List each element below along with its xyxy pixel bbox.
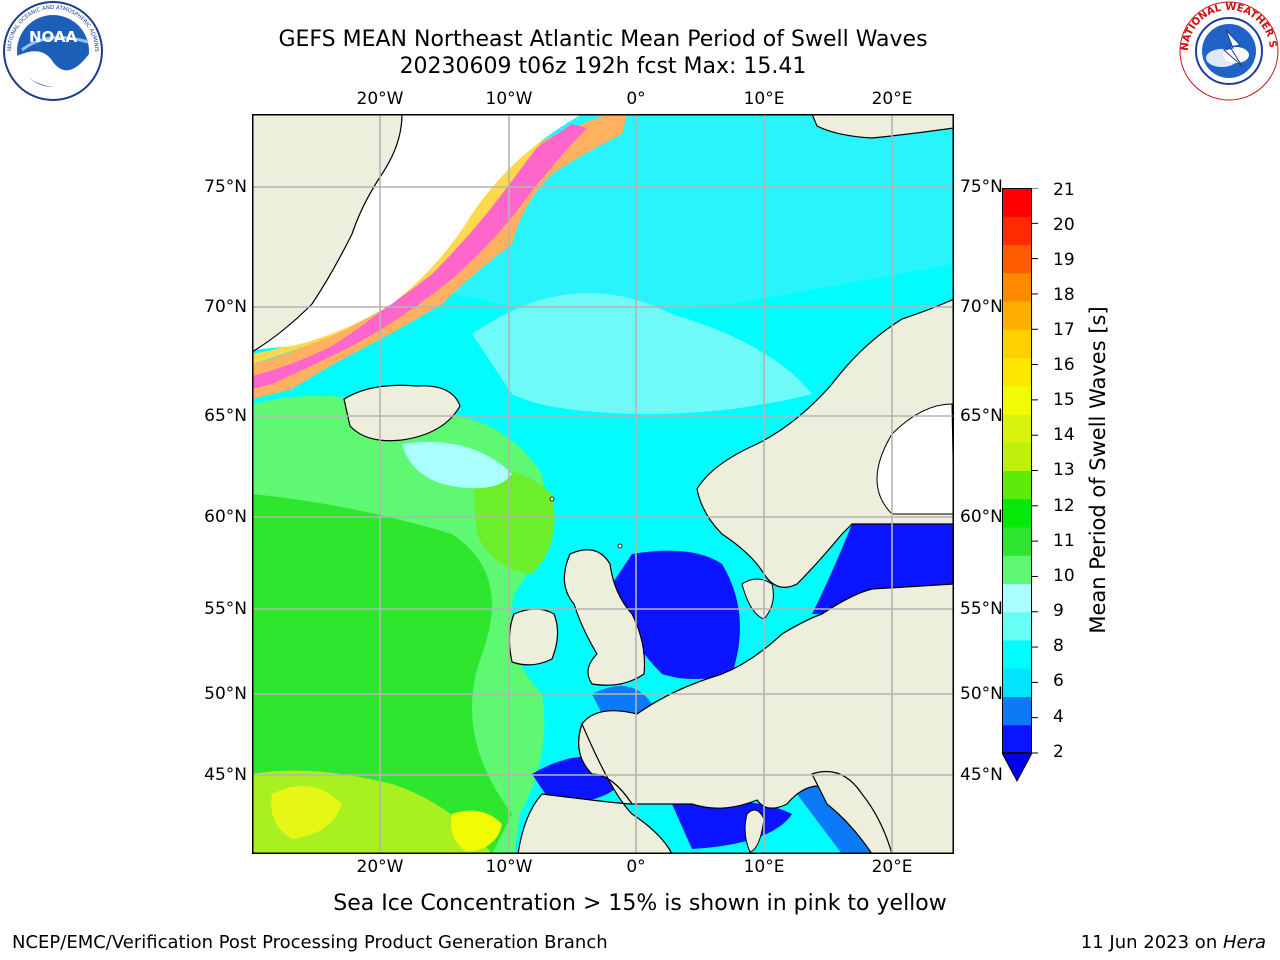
colorbar-tick: 20: [1053, 215, 1075, 235]
colorbar-swatch: [1002, 414, 1032, 443]
colorbar-swatch: [1002, 385, 1032, 415]
colorbar-swatch: [1002, 357, 1032, 387]
colorbar-tick: 18: [1053, 285, 1075, 305]
lon-tick-bottom: 10°W: [485, 857, 533, 877]
colorbar-tick: 16: [1053, 355, 1075, 375]
lon-tick-top: 10°W: [485, 89, 533, 109]
iberia: [517, 722, 673, 854]
colorbar-extend-min: [1001, 752, 1033, 783]
colorbar-swatch: [1002, 216, 1032, 245]
map-panel: [252, 114, 954, 858]
colorbar-tick: 21: [1053, 180, 1075, 200]
lat-tick-left: 55°N: [204, 599, 247, 619]
footer-date-text: 11 Jun 2023 on: [1080, 932, 1223, 953]
colorbar-swatch: [1002, 442, 1032, 471]
colorbar-tick: 17: [1053, 320, 1075, 340]
ireland: [508, 608, 559, 666]
lon-tick-top: 0°: [626, 89, 646, 109]
sea-ice-caption: Sea Ice Concentration > 15% is shown in …: [333, 891, 947, 916]
colorbar-swatch: [1002, 272, 1032, 302]
southern-peak-a: [271, 786, 342, 839]
chart-subtitle: 20230609 t06z 192h fcst Max: 15.41: [399, 54, 807, 79]
colorbar-tick: 13: [1053, 460, 1075, 480]
lon-tick-top: 10°E: [743, 89, 785, 109]
colorbar-tick: 2: [1053, 742, 1064, 762]
great-britain: [563, 549, 646, 686]
colorbar-swatch: [1002, 583, 1032, 613]
colorbar-tick: 15: [1053, 390, 1075, 410]
colorbar-swatch: [1002, 527, 1032, 556]
colorbar-swatch: [1002, 470, 1032, 500]
colorbar-tick: 14: [1053, 425, 1075, 445]
colorbar-tick: 19: [1053, 250, 1075, 270]
nws-logo: NATIONAL WEATHER SERVICE: [1174, 0, 1280, 102]
colorbar-frame: [1002, 188, 1032, 753]
colorbar-swatch: [1002, 724, 1032, 754]
colorbar-swatch: [1002, 696, 1032, 726]
italy: [811, 770, 893, 854]
lat-tick-left: 65°N: [204, 406, 247, 426]
lon-tick-top: 20°W: [356, 89, 404, 109]
colorbar-tick: 8: [1053, 636, 1064, 656]
lon-tick-bottom: 20°W: [356, 857, 404, 877]
colorbar-swatch: [1002, 555, 1032, 584]
rockall-high-period: [472, 469, 555, 574]
lat-tick-left: 75°N: [204, 177, 247, 197]
map-canvas: [252, 114, 954, 854]
faroe-islands: [549, 496, 555, 502]
lat-tick-left: 50°N: [204, 684, 247, 704]
lat-tick-right: 55°N: [960, 599, 1003, 619]
lat-tick-right: 60°N: [960, 507, 1003, 527]
corsica-sardinia: [744, 809, 765, 853]
mediterranean-low: [672, 800, 792, 849]
colorbar-tick: 4: [1053, 707, 1064, 727]
colorbar-swatch: [1002, 329, 1032, 358]
colorbar-swatch: [1002, 188, 1032, 217]
norwegian-sea-patch: [472, 293, 812, 414]
lat-tick-left: 60°N: [204, 507, 247, 527]
map-frame: [252, 114, 954, 854]
lat-tick-left: 70°N: [204, 297, 247, 317]
colorbar-tick: 6: [1053, 671, 1064, 691]
lat-tick-right: 75°N: [960, 177, 1003, 197]
colorbar-swatch: [1002, 301, 1032, 330]
lat-tick-right: 50°N: [960, 684, 1003, 704]
lon-tick-bottom: 20°E: [871, 857, 913, 877]
colorbar-tick: 11: [1053, 531, 1075, 551]
colorbar-swatch: [1002, 640, 1032, 669]
north-sea-low: [612, 550, 740, 679]
lat-tick-right: 45°N: [960, 765, 1003, 785]
shetland: [617, 543, 623, 549]
svalbard: [811, 114, 954, 139]
colorbar-swatch: [1002, 244, 1032, 274]
colorbar-tick: 10: [1053, 566, 1075, 586]
colorbar-title-text: Mean Period of Swell Waves [s]: [1086, 306, 1110, 634]
lat-tick-left: 45°N: [204, 765, 247, 785]
lon-tick-bottom: 10°E: [743, 857, 785, 877]
lon-tick-bottom: 0°: [626, 857, 646, 877]
colorbar-swatch: [1002, 498, 1032, 528]
iceland-faroes-band: [402, 442, 512, 489]
noaa-wordmark: NOAA: [29, 28, 78, 46]
colorbar-swatch: [1002, 668, 1032, 697]
chart-title: GEFS MEAN Northeast Atlantic Mean Period…: [278, 27, 928, 52]
southern-peak-b: [451, 810, 502, 852]
footer-date: 11 Jun 2023 on Hera: [1081, 932, 1266, 954]
greenland: [252, 114, 403, 353]
lon-tick-top: 20°E: [871, 89, 913, 109]
lat-tick-right: 65°N: [960, 406, 1003, 426]
footer-org: NCEP/EMC/Verification Post Processing Pr…: [12, 932, 608, 953]
atlantic-inner-field: [252, 494, 512, 854]
scandinavia: [696, 298, 954, 588]
lat-tick-right: 70°N: [960, 297, 1003, 317]
colorbar-tick: 12: [1053, 496, 1075, 516]
footer-host: Hera: [1222, 932, 1266, 953]
colorbar: [1001, 187, 1042, 788]
noaa-logo: NOAA NATIONAL OCEANIC AND ATMOSPHERIC AD…: [0, 0, 104, 102]
colorbar-tick: 9: [1053, 601, 1064, 621]
graticule: [252, 114, 954, 854]
colorbar-swatch: [1002, 611, 1032, 641]
